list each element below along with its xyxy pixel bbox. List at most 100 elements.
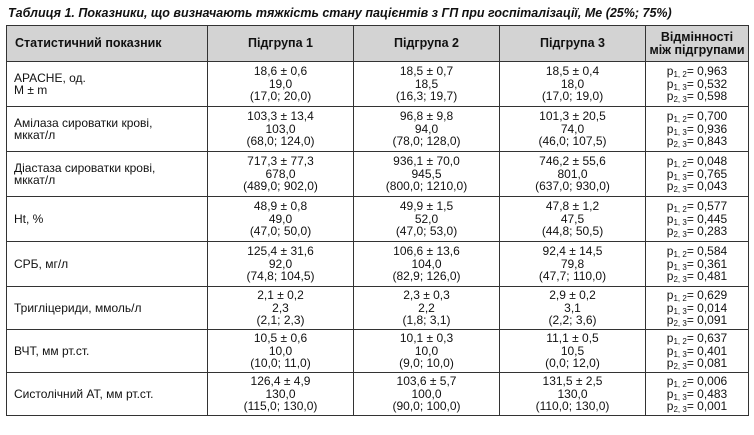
group-1-values: 48,9 ± 0,8 49,0 (47,0; 50,0): [207, 196, 354, 242]
p-value: p1, 3= 0,014: [649, 300, 745, 316]
quartiles: (110,0; 130,0): [535, 399, 610, 414]
mean-sd: 126,4 ± 4,9: [250, 374, 311, 389]
table-row: СРБ, мг/л 125,4 ± 31,6 92,0 (74,8; 104,5) 10…: [6, 241, 749, 287]
mean-sd: 18,5 ± 0,4: [545, 64, 600, 79]
table-row: APACHE, од. M ± m 18,6 ± 0,6 19,0 (17,0; 20,…: [6, 61, 749, 107]
p-number: = 0,006: [686, 374, 728, 389]
p-value: p1, 2= 0,700: [649, 109, 745, 125]
p-number: = 0,700: [686, 109, 728, 124]
p-value: p1, 3= 0,532: [649, 76, 745, 92]
group-1-values: 103,3 ± 13,4 103,0 (68,0; 124,0): [207, 106, 354, 152]
group-2-values: 96,8 ± 9,8 94,0 (78,0; 128,0): [353, 106, 500, 152]
mean-sd: 2,1 ± 0,2: [257, 288, 304, 303]
p-subscript: 2, 3: [673, 95, 687, 105]
p-number: = 0,361: [686, 256, 728, 271]
group-2-values: 10,1 ± 0,3 10,0 (9,0; 10,0): [353, 329, 500, 373]
quartiles: (74,8; 104,5): [246, 269, 315, 284]
p-number: = 0,584: [686, 244, 728, 259]
p-subscript: 1, 2: [673, 115, 687, 125]
median: 74,0: [560, 121, 585, 136]
p-symbol: p: [666, 269, 674, 284]
quartiles: (2,1; 2,3): [256, 313, 305, 328]
p-value: p1, 2= 0,577: [649, 199, 745, 214]
median: 104,0: [411, 256, 442, 271]
quartiles: (47,0; 53,0): [395, 224, 458, 239]
table-row: Діастаза сироватки крові, мккат/л 717,3 ± …: [6, 151, 749, 197]
row-label-text: Тригліцериди, ммоль/л: [14, 300, 142, 315]
mean-sd: 47,8 ± 1,2: [545, 199, 600, 214]
mean-sd: 2,3 ± 0,3: [403, 288, 450, 303]
group-3-values: 92,4 ± 14,5 79,8 (47,7; 110,0): [499, 241, 646, 287]
quartiles: (47,7; 110,0): [538, 269, 607, 284]
median: 47,5: [560, 211, 585, 226]
p-number: = 0,001: [686, 399, 728, 414]
table-caption: Таблиця 1. Показники, що визначають тяжк…: [8, 6, 672, 20]
p-value: p2, 3= 0,481: [649, 269, 745, 284]
p-values: p1, 2= 0,637 p1, 3= 0,401 p2, 3= 0,081: [645, 329, 749, 373]
p-value: p1, 3= 0,936: [649, 123, 745, 137]
table-row: Тригліцериди, ммоль/л 2,1 ± 0,2 2,3 (2,1; 2…: [6, 286, 749, 330]
quartiles: (90,0; 100,0): [392, 399, 461, 414]
p-symbol: p: [666, 134, 674, 149]
mean-sd: 49,9 ± 1,5: [399, 199, 454, 214]
mean-sd: 48,9 ± 0,8: [253, 199, 308, 214]
group-2-values: 936,1 ± 70,0 945,5 (800,0; 1210,0): [353, 151, 500, 197]
p-values: p1, 2= 0,577 p1, 3= 0,445 p2, 3= 0,283: [645, 196, 749, 242]
p-value: p1, 3= 0,401: [649, 345, 745, 359]
median: 18,5: [414, 76, 439, 91]
row-label: Систолічний АТ, мм рт.ст.: [6, 372, 208, 416]
quartiles: (78,0; 128,0): [392, 134, 461, 149]
median: 2,3: [272, 300, 289, 315]
median: 103,0: [265, 121, 296, 136]
mean-sd: 10,5 ± 0,6: [253, 331, 308, 346]
p-number: = 0,532: [686, 76, 728, 91]
median: 801,0: [557, 166, 588, 181]
table-row: Систолічний АТ, мм рт.ст. 126,4 ± 4,9 130,…: [6, 372, 749, 416]
results-table: Статистичний показник Підгрупа 1 Підгруп…: [6, 25, 749, 416]
p-subscript: 1, 3: [673, 392, 687, 402]
quartiles: (1,8; 3,1): [402, 313, 451, 328]
mean-sd: 18,6 ± 0,6: [253, 64, 308, 79]
group-2-values: 103,6 ± 5,7 100,0 (90,0; 100,0): [353, 372, 500, 416]
mean-sd: 106,6 ± 13,6: [393, 244, 460, 259]
quartiles: (16,3; 19,7): [395, 89, 458, 104]
p-number: = 0,014: [686, 300, 728, 315]
group-3-values: 18,5 ± 0,4 18,0 (17,0; 19,0): [499, 61, 646, 107]
p-symbol: p: [666, 313, 674, 328]
p-symbol: p: [666, 64, 674, 79]
mean-sd: 18,5 ± 0,7: [399, 64, 454, 79]
quartiles: (10,0; 11,0): [250, 356, 311, 371]
p-symbol: p: [666, 288, 674, 303]
p-value: p2, 3= 0,091: [649, 313, 745, 328]
p-symbol: p: [666, 300, 674, 315]
p-symbol: p: [666, 331, 674, 346]
median: 100,0: [411, 386, 442, 401]
group-3-values: 101,3 ± 20,5 74,0 (46,0; 107,5): [499, 106, 646, 152]
row-label: APACHE, од. M ± m: [6, 61, 208, 107]
mean-sd: 92,4 ± 14,5: [542, 244, 603, 259]
p-subscript: 1, 2: [673, 70, 687, 80]
group-3-values: 131,5 ± 2,5 130,0 (110,0; 130,0): [499, 372, 646, 416]
quartiles: (17,0; 19,0): [541, 89, 604, 104]
p-value: p1, 2= 0,006: [649, 374, 745, 390]
group-3-values: 746,2 ± 55,6 801,0 (637,0; 930,0): [499, 151, 646, 197]
p-value: p1, 2= 0,629: [649, 288, 745, 303]
row-label: Ht, %: [6, 196, 208, 242]
mean-sd: 717,3 ± 77,3: [247, 154, 314, 169]
p-value: p2, 3= 0,001: [649, 399, 745, 414]
p-value: p2, 3= 0,043: [649, 180, 745, 194]
p-value: p1, 3= 0,445: [649, 211, 745, 227]
p-symbol: p: [666, 199, 674, 214]
p-number: = 0,445: [686, 211, 728, 226]
quartiles: (0,0; 12,0): [545, 356, 600, 371]
p-number: = 0,577: [686, 199, 728, 214]
p-subscript: 2, 3: [673, 362, 687, 372]
median: 19,0: [268, 76, 293, 91]
p-number: = 0,091: [686, 313, 728, 328]
p-number: = 0,081: [686, 356, 728, 371]
p-subscript: 1, 2: [673, 380, 687, 390]
p-values: p1, 2= 0,963 p1, 3= 0,532 p2, 3= 0,598: [645, 61, 749, 107]
p-subscript: 1, 3: [673, 349, 687, 359]
p-number: = 0,481: [686, 269, 728, 284]
median: 2,2: [418, 300, 435, 315]
